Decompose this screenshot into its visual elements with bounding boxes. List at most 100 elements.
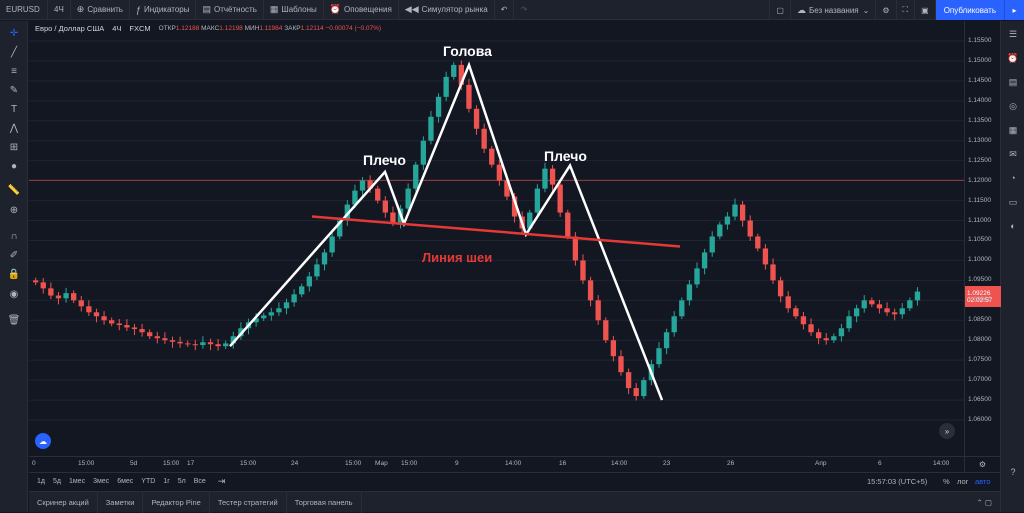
reports-label: Отчётность — [214, 5, 257, 14]
streams-icon[interactable]: ◔ — [1010, 173, 1016, 183]
price-tick-label: 1.07000 — [968, 376, 992, 384]
scroll-to-realtime-button[interactable]: » — [939, 423, 955, 439]
candle-body — [359, 180, 366, 191]
data-window-icon[interactable]: ▤ — [1008, 76, 1018, 87]
bottom-tab[interactable]: Редактор Pine — [143, 491, 210, 513]
magnet-icon[interactable]: ∩ — [10, 230, 18, 242]
bottom-tab[interactable]: Тестер стратегий — [210, 491, 287, 513]
candle-body — [192, 344, 198, 346]
candle-body — [48, 288, 54, 296]
log-toggle[interactable]: лог — [957, 477, 969, 486]
chart-pane[interactable]: Голова Плечо Плечо Линия шеи » ☁ — [29, 21, 964, 456]
bottom-tab[interactable]: Скринер акций — [29, 491, 98, 513]
clock[interactable]: 15:57:03 (UTC+5) — [867, 477, 928, 486]
price-tick-label: 1.08500 — [968, 316, 992, 324]
time-tick-label: Мар — [375, 460, 388, 467]
layout-name-button[interactable]: ☁ Без названия ⌄ — [791, 0, 877, 20]
watchlist-icon[interactable]: ☰ — [1008, 28, 1018, 39]
price-chart[interactable] — [29, 21, 964, 456]
price-axis[interactable]: 1.09226 02:02:57 1.15500 1.15000 1.14500 1.… — [964, 21, 1001, 456]
legend-interval: 4Ч — [112, 24, 122, 33]
candle-body — [899, 308, 905, 315]
alerts-button[interactable]: ⏰ Оповещения — [324, 0, 399, 20]
range-button[interactable]: YTD — [141, 478, 156, 485]
range-button[interactable]: 1г — [163, 478, 170, 485]
time-tick-label: 5d — [130, 460, 138, 467]
range-button[interactable]: 6мес — [117, 478, 134, 485]
price-tick-label: 1.14500 — [968, 76, 992, 84]
hotlist-icon[interactable]: ◎ — [1009, 100, 1017, 111]
panel-controls[interactable]: ⌃ ▢ — [976, 497, 992, 507]
indicators-button[interactable]: ƒ Индикаторы — [130, 0, 197, 20]
candle-body — [762, 248, 769, 265]
time-tick-label: 6 — [878, 460, 882, 467]
price-tick-label: 1.10500 — [968, 236, 992, 244]
bottom-tab[interactable]: Торговая панель — [287, 491, 362, 513]
range-button[interactable]: 1мес — [68, 478, 86, 485]
legend-ohlc: ОТКР1.12188 МАКС1.12198 МИН1.11984 ЗАКР1… — [159, 25, 381, 32]
layout-button[interactable]: ▢ — [769, 0, 791, 20]
ideas-icon[interactable]: ✉ — [1009, 148, 1017, 159]
close-value: 1.12114 — [300, 25, 324, 32]
auto-toggle[interactable]: авто — [975, 477, 991, 486]
ruler-icon[interactable]: 📏 — [7, 184, 21, 196]
play-button[interactable]: ▸ — [1004, 0, 1024, 20]
trash-icon[interactable]: 🗑 — [7, 314, 21, 326]
snapshot-button[interactable]: ▣ — [915, 0, 936, 20]
fib-icon[interactable]: ≡ — [11, 65, 17, 77]
replay-button[interactable]: ◀◀ Симулятор рынка — [399, 0, 495, 20]
candle-body — [124, 325, 130, 328]
bottom-tab[interactable]: Заметки — [98, 491, 144, 513]
stay-drawing-icon[interactable]: ✐ — [9, 249, 19, 261]
publish-button[interactable]: Опубликовать — [935, 0, 1004, 20]
alerts-icon[interactable]: ⏰ — [1007, 52, 1019, 63]
symbol-search[interactable]: EURUSD — [0, 0, 48, 20]
redo-button[interactable]: ↷ — [514, 0, 533, 20]
crosshair-icon[interactable]: ✛ — [9, 27, 19, 39]
percent-toggle[interactable]: % — [943, 477, 950, 486]
function-icon: ƒ — [135, 4, 141, 15]
candle-body — [458, 64, 465, 85]
help-icon[interactable]: ? — [1010, 467, 1016, 477]
candle-body — [732, 204, 738, 217]
eye-icon[interactable]: ◉ — [9, 288, 19, 300]
calendar-icon[interactable]: ▦ — [1008, 124, 1018, 135]
prediction-icon[interactable]: ⊞ — [9, 141, 19, 153]
chat-icon[interactable]: ▭ — [1008, 196, 1018, 207]
brush-icon[interactable]: ✎ — [9, 84, 19, 96]
range-button[interactable]: 5д — [52, 478, 61, 485]
interval-selector[interactable]: 4Ч — [48, 0, 71, 20]
fullscreen-button[interactable]: ⛶ — [897, 0, 916, 20]
lock-icon[interactable]: 🔒 — [7, 268, 21, 280]
time-tick-label: 15:00 — [401, 460, 418, 467]
axis-settings-button[interactable]: ⚙ — [964, 456, 1000, 472]
bottom-panel-tabs: Скринер акций Заметки Редактор Pine Тестер … — [29, 491, 1000, 513]
candle-body — [177, 341, 183, 344]
compare-button[interactable]: ⊕ Сравнить — [71, 0, 130, 20]
range-button[interactable]: 5л — [177, 478, 186, 485]
undo-button[interactable]: ↶ — [495, 0, 515, 20]
icons-icon[interactable]: ● — [10, 160, 18, 172]
candle-body — [618, 356, 624, 373]
settings-button[interactable]: ⚙ — [876, 0, 897, 20]
range-button[interactable]: 3мес — [93, 478, 110, 485]
range-button[interactable]: 1д — [37, 478, 45, 485]
price-tick-label: 1.09000 — [968, 296, 992, 304]
low-value: 1.11984 — [259, 25, 283, 32]
pattern-icon[interactable]: ⋀ — [9, 122, 19, 134]
layout-icon: ▢ — [776, 5, 784, 15]
alerts-label: Оповещения — [344, 5, 392, 14]
templates-button[interactable]: ▦ Шаблоны — [264, 0, 324, 20]
legend-title[interactable]: Евро / Доллар США — [35, 24, 105, 33]
text-icon[interactable]: T — [10, 103, 18, 115]
notifications-icon[interactable]: ◐ — [1010, 221, 1016, 231]
candle-body — [207, 342, 214, 345]
range-button[interactable]: Все — [193, 478, 206, 485]
zoom-icon[interactable]: ⊕ — [9, 204, 19, 216]
range-goto-icon[interactable]: ⇥ — [217, 476, 226, 486]
redo-icon: ↷ — [520, 5, 528, 14]
neckline — [311, 215, 681, 248]
reports-button[interactable]: ▤ Отчётность — [196, 0, 264, 20]
trend-line-icon[interactable]: ╱ — [10, 46, 18, 58]
time-axis[interactable]: 0 15:00 5d 15:00 17 15:00 24 15:00 Мар 15:00 9 14:0… — [29, 456, 964, 472]
